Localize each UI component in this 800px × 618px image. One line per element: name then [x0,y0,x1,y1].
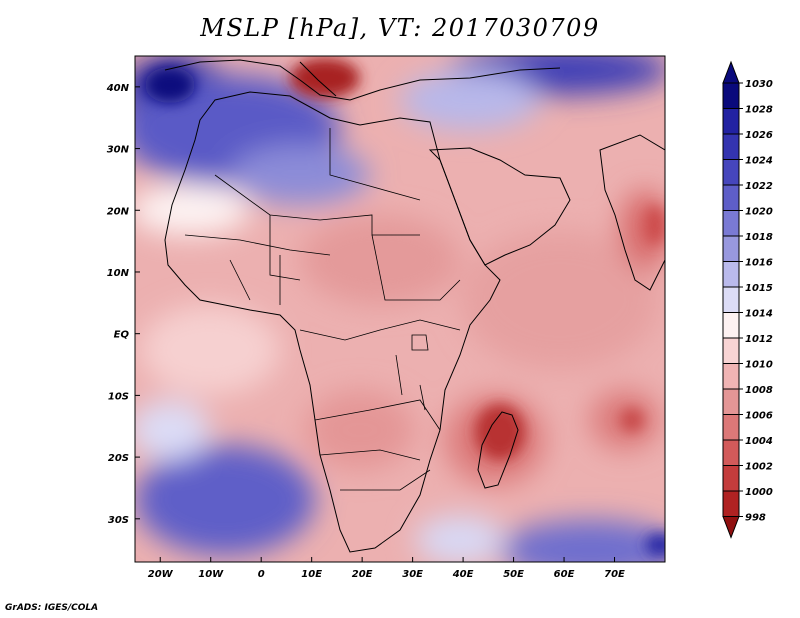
colorbar-swatch [722,337,740,364]
colorbar-label: 1002 [745,462,773,473]
lon-axis: 20W 10W 0 10E 20E 30E 40E 50E 60E 70E [148,557,625,580]
colorbar-swatch [722,108,740,135]
colorbar-swatch [722,210,740,237]
lat-tick-label: 30N [107,145,130,156]
lat-tick-label: EQ [114,330,130,341]
lat-tick-label: 40N [106,83,130,94]
colorbar-label: 1016 [745,258,773,269]
colorbar-label: 1026 [745,130,773,141]
colorbar-swatch [722,439,740,466]
lon-tick-label: 30E [402,569,423,580]
lon-tick-label: 50E [503,569,524,580]
colorbar-label: 1030 [745,79,773,90]
grads-credit: GrADS: IGES/COLA [5,603,99,613]
colorbar-label: 1018 [745,232,773,243]
lon-tick-label: 40E [452,569,474,580]
colorbar-label: 1024 [745,156,773,167]
colorbar-label: 1006 [745,411,773,422]
colorbar-swatch [722,261,740,288]
lon-tick-label: 10E [301,569,322,580]
colorbar-label: 1000 [745,487,773,498]
colorbar-swatch [722,286,740,313]
colorbar-swatch [722,388,740,415]
colorbar-swatch [722,414,740,441]
colorbar-label: 1008 [745,385,773,396]
colorbar-label: 1028 [745,105,773,116]
colorbar-label: 1012 [745,334,773,345]
colorbar-label: 1004 [745,436,773,447]
lat-tick-label: 20S [108,453,129,464]
colorbar-swatch [722,159,740,186]
colorbar-swatch [722,465,740,492]
colorbar: 1030 1028 1026 1024 1022 1020 1018 1016 1015 1014… [722,60,773,539]
lon-tick-label: 60E [554,569,575,580]
colorbar-top-arrow [722,60,740,84]
colorbar-swatch [722,133,740,160]
lon-tick-label: 20E [352,569,373,580]
lon-tick-label: 20W [148,569,174,580]
colorbar-swatch [722,184,740,211]
colorbar-swatch [722,490,740,517]
lat-tick-label: 30S [108,515,129,526]
coastlines [164,59,665,553]
colorbar-label: 1015 [745,283,773,294]
pressure-field [135,56,665,562]
lat-axis: 40N 30N 20N 10N EQ 10S 20S 30S [106,83,140,526]
colorbar-swatch [722,363,740,390]
map-frame [134,55,666,563]
colorbar-label: 1010 [745,360,773,371]
colorbar-label: 1014 [745,309,773,320]
lat-tick-label: 10N [107,268,130,279]
colorbar-swatch [722,235,740,262]
lat-tick-label: 10S [108,391,129,402]
colorbar-swatch [722,82,740,109]
map-title: MSLP [hPa], VT: 2017030709 [200,14,600,42]
lon-tick-label: 70E [604,569,625,580]
colorbar-bottom-arrow [722,516,740,539]
colorbar-swatch [722,312,740,339]
colorbar-label: 998 [745,513,766,524]
colorbar-label: 1022 [745,181,773,192]
lat-tick-label: 20N [107,206,130,217]
colorbar-label: 1020 [745,207,773,218]
lon-tick-label: 0 [258,569,265,580]
lon-tick-label: 10W [198,569,224,580]
